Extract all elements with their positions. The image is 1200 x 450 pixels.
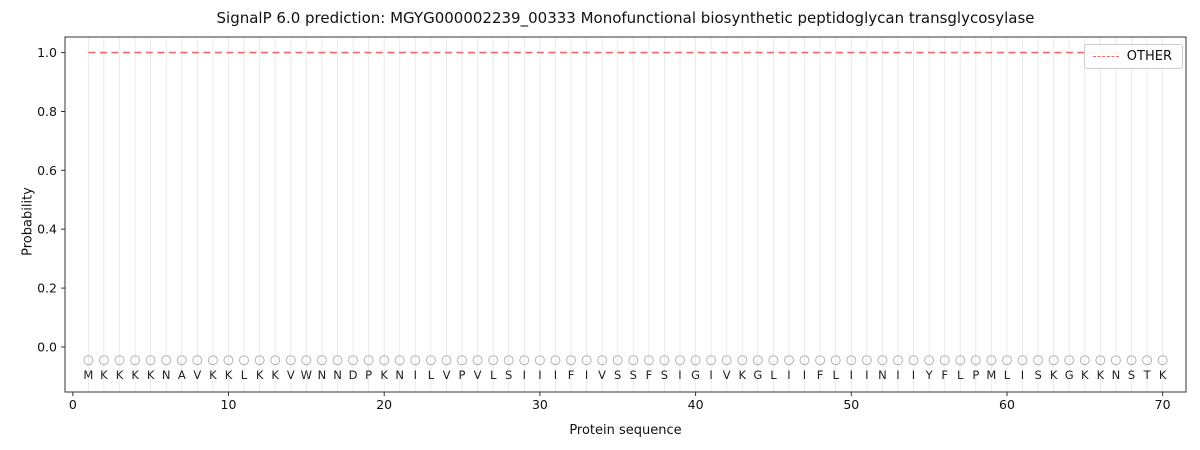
svg-text:30: 30 — [532, 397, 548, 412]
chart-title: SignalP 6.0 prediction: MGYG000002239_00… — [216, 9, 1035, 27]
svg-text:I: I — [523, 368, 526, 382]
svg-text:K: K — [271, 368, 279, 382]
svg-text:I: I — [912, 368, 915, 382]
svg-text:I: I — [678, 368, 681, 382]
svg-text:M: M — [83, 368, 93, 382]
svg-text:N: N — [333, 368, 342, 382]
svg-text:P: P — [459, 368, 466, 382]
svg-text:L: L — [1004, 368, 1011, 382]
svg-text:S: S — [614, 368, 621, 382]
svg-text:K: K — [1050, 368, 1058, 382]
svg-text:G: G — [1065, 368, 1074, 382]
svg-text:K: K — [209, 368, 217, 382]
svg-text:K: K — [116, 368, 124, 382]
legend: OTHER — [1083, 44, 1183, 69]
svg-text:70: 70 — [1155, 397, 1171, 412]
svg-text:V: V — [598, 368, 606, 382]
svg-text:L: L — [428, 368, 435, 382]
svg-text:G: G — [753, 368, 762, 382]
svg-text:F: F — [817, 368, 824, 382]
svg-text:I: I — [787, 368, 790, 382]
svg-text:L: L — [770, 368, 777, 382]
svg-text:N: N — [395, 368, 404, 382]
svg-text:S: S — [1128, 368, 1135, 382]
svg-text:50: 50 — [843, 397, 859, 412]
svg-text:K: K — [225, 368, 233, 382]
svg-text:20: 20 — [376, 397, 392, 412]
svg-text:M: M — [986, 368, 996, 382]
svg-text:T: T — [1143, 368, 1152, 382]
svg-text:I: I — [585, 368, 588, 382]
svg-text:I: I — [414, 368, 417, 382]
svg-text:N: N — [318, 368, 327, 382]
svg-text:0.4: 0.4 — [37, 222, 57, 237]
svg-text:F: F — [568, 368, 575, 382]
svg-text:10: 10 — [221, 397, 237, 412]
svg-text:K: K — [1097, 368, 1105, 382]
svg-text:S: S — [505, 368, 512, 382]
svg-text:K: K — [739, 368, 747, 382]
svg-text:V: V — [193, 368, 201, 382]
svg-text:N: N — [878, 368, 887, 382]
svg-text:Y: Y — [925, 368, 934, 382]
legend-dashed-line-swatch — [1092, 56, 1119, 57]
svg-text:G: G — [691, 368, 700, 382]
svg-text:40: 40 — [688, 397, 704, 412]
svg-text:I: I — [803, 368, 806, 382]
legend-label-other: OTHER — [1126, 49, 1172, 64]
svg-text:S: S — [1034, 368, 1041, 382]
svg-text:L: L — [241, 368, 248, 382]
svg-text:P: P — [365, 368, 372, 382]
svg-text:S: S — [661, 368, 668, 382]
svg-text:I: I — [538, 368, 541, 382]
svg-text:1.0: 1.0 — [37, 45, 57, 60]
svg-text:0.2: 0.2 — [37, 281, 57, 296]
svg-text:N: N — [162, 368, 171, 382]
svg-text:I: I — [865, 368, 868, 382]
svg-text:0: 0 — [69, 397, 77, 412]
svg-text:A: A — [178, 368, 186, 382]
svg-text:W: W — [301, 368, 312, 382]
svg-text:60: 60 — [999, 397, 1015, 412]
svg-text:P: P — [972, 368, 979, 382]
svg-text:K: K — [100, 368, 108, 382]
svg-text:V: V — [443, 368, 451, 382]
svg-text:D: D — [349, 368, 358, 382]
svg-text:0.6: 0.6 — [37, 163, 57, 178]
svg-text:0.0: 0.0 — [37, 340, 57, 355]
x-axis-label: Protein sequence — [569, 423, 682, 438]
svg-text:N: N — [1112, 368, 1121, 382]
svg-text:S: S — [630, 368, 637, 382]
svg-text:K: K — [147, 368, 155, 382]
svg-text:K: K — [1159, 368, 1167, 382]
svg-text:K: K — [1081, 368, 1089, 382]
svg-text:I: I — [709, 368, 712, 382]
svg-text:I: I — [554, 368, 557, 382]
svg-text:F: F — [941, 368, 948, 382]
svg-text:L: L — [832, 368, 839, 382]
svg-text:L: L — [490, 368, 497, 382]
svg-text:I: I — [850, 368, 853, 382]
svg-text:V: V — [474, 368, 482, 382]
svg-text:K: K — [131, 368, 139, 382]
svg-text:K: K — [256, 368, 264, 382]
svg-text:L: L — [957, 368, 964, 382]
y-axis-label: Probability — [20, 187, 36, 256]
svg-text:I: I — [896, 368, 899, 382]
svg-text:0.8: 0.8 — [37, 104, 57, 119]
svg-text:V: V — [723, 368, 731, 382]
svg-text:K: K — [380, 368, 388, 382]
svg-text:F: F — [646, 368, 653, 382]
svg-text:I: I — [1021, 368, 1024, 382]
svg-text:V: V — [287, 368, 295, 382]
